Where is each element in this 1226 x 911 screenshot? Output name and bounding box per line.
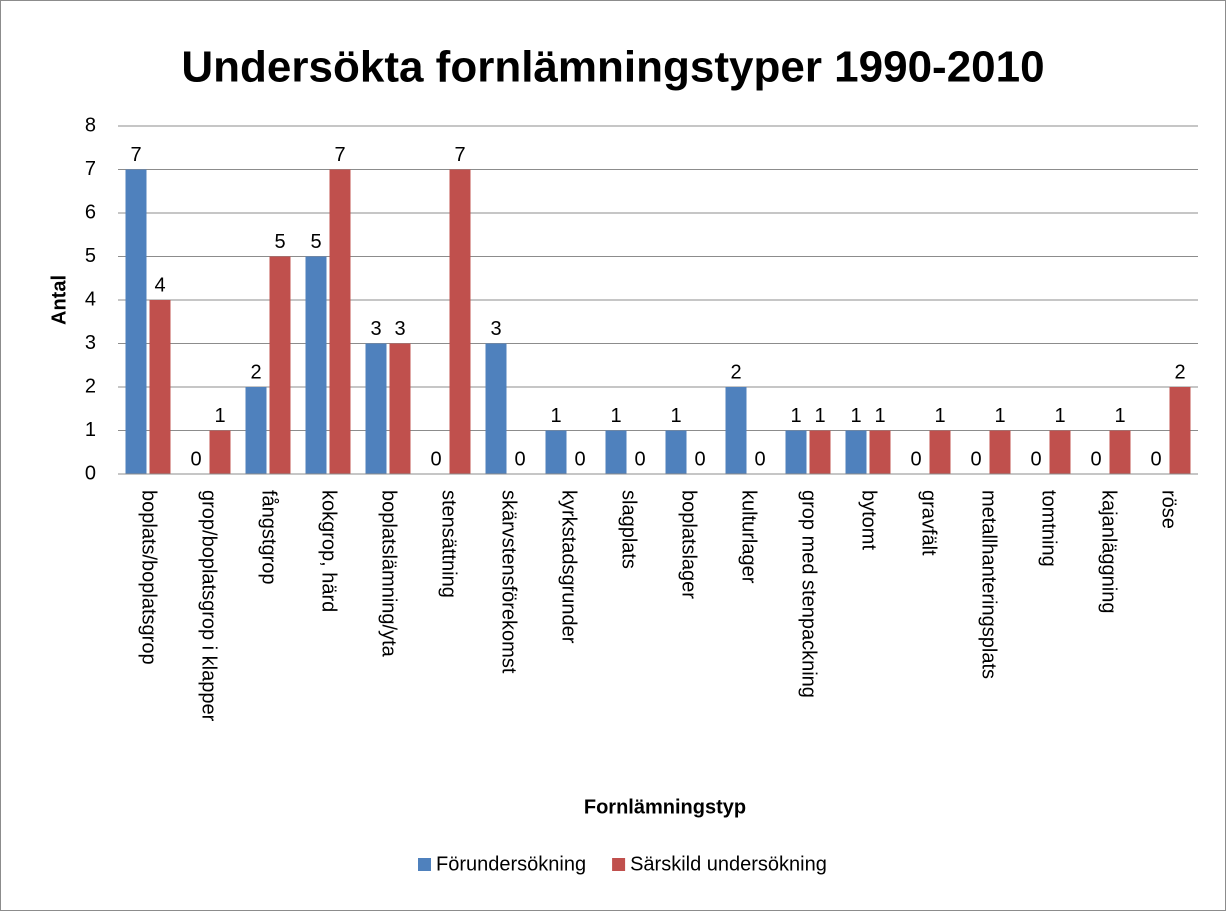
bar <box>449 169 471 474</box>
legend-label: Särskild undersökning <box>630 853 827 875</box>
value-label: 1 <box>214 405 225 427</box>
value-label: 2 <box>250 361 261 383</box>
value-label: 2 <box>1174 361 1185 383</box>
value-label: 0 <box>1030 448 1041 470</box>
legend-label: Förundersökning <box>436 853 586 875</box>
bar <box>389 343 411 474</box>
x-tick-label: boplatslämning/yta <box>378 490 400 658</box>
bar <box>929 430 951 474</box>
value-label: 1 <box>550 405 561 427</box>
value-label: 1 <box>610 405 621 427</box>
bar <box>725 387 747 474</box>
y-tick-label: 5 <box>85 245 96 267</box>
bar <box>665 430 687 474</box>
bar <box>1109 430 1131 474</box>
y-tick-label: 6 <box>85 201 96 223</box>
value-label: 1 <box>994 405 1005 427</box>
bar <box>149 300 171 474</box>
value-label: 0 <box>1150 448 1161 470</box>
value-label: 1 <box>1114 405 1125 427</box>
value-label: 1 <box>934 405 945 427</box>
x-tick-label: stensättning <box>438 490 460 598</box>
legend-swatch <box>612 858 626 871</box>
x-tick-label: skärvstensförekomst <box>498 490 520 674</box>
y-tick-label: 8 <box>85 114 96 136</box>
value-label: 1 <box>790 405 801 427</box>
bar <box>269 256 291 474</box>
x-tick-label: gravfält <box>918 490 940 556</box>
x-axis-label: Fornlämningstyp <box>584 796 746 818</box>
x-tick-label: röse <box>1158 490 1180 529</box>
value-label: 3 <box>370 318 381 340</box>
y-tick-label: 0 <box>85 462 96 484</box>
value-label: 0 <box>970 448 981 470</box>
value-label: 1 <box>814 405 825 427</box>
value-label: 0 <box>754 448 765 470</box>
value-label: 4 <box>154 274 165 296</box>
x-tick-label: kajanläggning <box>1098 490 1120 613</box>
value-label: 3 <box>490 318 501 340</box>
y-tick-label: 3 <box>85 332 96 354</box>
value-label: 1 <box>670 405 681 427</box>
x-tick-label: slagplats <box>618 490 640 569</box>
value-label: 1 <box>1054 405 1065 427</box>
bar <box>1169 387 1191 474</box>
x-tick-label: fångstgrop <box>258 490 280 585</box>
bar <box>209 430 231 474</box>
value-label: 0 <box>430 448 441 470</box>
bar <box>809 430 831 474</box>
x-tick-label: kyrkstadsgrunder <box>558 490 580 644</box>
value-label: 0 <box>1090 448 1101 470</box>
value-label: 0 <box>634 448 645 470</box>
value-label: 7 <box>454 144 465 166</box>
bar <box>785 430 807 474</box>
x-tick-label: grop/boplatsgrop i klapper <box>198 490 220 722</box>
y-axis-label: Antal <box>48 275 70 325</box>
value-label: 0 <box>910 448 921 470</box>
bar <box>365 343 387 474</box>
y-tick-label: 1 <box>85 419 96 441</box>
bar <box>125 169 147 474</box>
bar <box>545 430 567 474</box>
value-label: 0 <box>694 448 705 470</box>
value-label: 1 <box>874 405 885 427</box>
chart-title: Undersökta fornlämningstyper 1990-2010 <box>181 43 1044 92</box>
value-label: 5 <box>310 231 321 253</box>
bar <box>245 387 267 474</box>
value-label: 2 <box>730 361 741 383</box>
x-tick-label: boplats/boplatsgrop <box>138 490 160 665</box>
bar <box>485 343 507 474</box>
x-tick-label: metallhanteringsplats <box>978 490 1000 679</box>
value-label: 0 <box>514 448 525 470</box>
bar <box>605 430 627 474</box>
value-label: 7 <box>334 144 345 166</box>
value-label: 7 <box>130 144 141 166</box>
x-tick-label: bytomt <box>858 490 880 550</box>
x-tick-label: grop med stenpackning <box>798 490 820 698</box>
x-tick-label: tomtning <box>1038 490 1060 567</box>
value-label: 0 <box>190 448 201 470</box>
bar <box>305 256 327 474</box>
y-tick-label: 2 <box>85 375 96 397</box>
y-tick-label: 4 <box>85 288 96 310</box>
bar <box>869 430 891 474</box>
value-label: 0 <box>574 448 585 470</box>
bar <box>1049 430 1071 474</box>
x-tick-label: boplatslager <box>678 490 700 599</box>
x-tick-label: kulturlager <box>738 490 760 584</box>
legend-swatch <box>418 858 431 871</box>
y-tick-label: 7 <box>85 158 96 180</box>
x-tick-label: kokgrop, härd <box>318 490 340 612</box>
bar <box>989 430 1011 474</box>
value-label: 3 <box>394 318 405 340</box>
bar <box>845 430 867 474</box>
value-label: 1 <box>850 405 861 427</box>
value-label: 5 <box>274 231 285 253</box>
bar <box>329 169 351 474</box>
